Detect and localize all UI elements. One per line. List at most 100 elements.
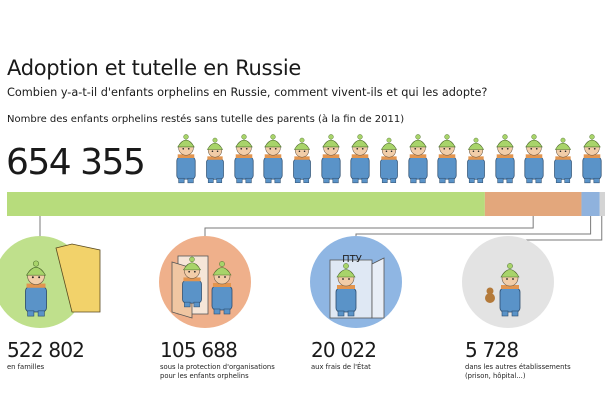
leg <box>526 177 533 184</box>
eye <box>224 276 226 278</box>
leg <box>439 177 446 184</box>
eye <box>361 147 364 150</box>
eye <box>31 276 34 279</box>
eye <box>559 150 562 153</box>
eye <box>269 147 272 150</box>
eye <box>506 147 509 150</box>
leg <box>213 308 221 315</box>
pompom <box>212 137 218 143</box>
hat <box>583 139 601 148</box>
hat <box>182 262 202 271</box>
pompom <box>357 134 363 140</box>
coat <box>211 285 233 311</box>
leg <box>216 178 223 183</box>
hat <box>496 139 514 148</box>
hat <box>409 139 427 148</box>
leg <box>477 178 484 183</box>
coat <box>495 156 515 180</box>
orphanage-illustration <box>171 255 233 319</box>
hat <box>293 142 311 150</box>
hat <box>322 139 340 148</box>
hat <box>206 142 224 150</box>
eye <box>419 147 422 150</box>
leg <box>361 177 368 184</box>
parent-shape <box>55 243 101 313</box>
pompom <box>33 260 39 267</box>
child-icon <box>211 261 233 315</box>
scarf <box>183 277 201 282</box>
pompom <box>531 134 537 140</box>
scarf <box>207 156 223 160</box>
leg <box>381 178 388 183</box>
child-icon <box>408 134 428 184</box>
door-panel <box>371 257 385 319</box>
caption-line: sous la protection d'organisations <box>160 363 275 371</box>
scarf <box>468 156 484 160</box>
child-icon <box>25 260 47 317</box>
eye <box>448 147 451 150</box>
coat <box>467 158 485 180</box>
child-icon <box>293 137 311 183</box>
hat <box>467 142 485 150</box>
child-icon <box>206 137 224 183</box>
scarf <box>525 154 543 158</box>
total-count: 654 355 <box>6 142 146 183</box>
coat <box>408 156 428 180</box>
eye <box>530 147 533 150</box>
caption-line: aux frais de l'État <box>311 363 371 371</box>
leg <box>274 177 281 184</box>
child-icon <box>182 256 202 308</box>
hat <box>264 139 282 148</box>
leg <box>223 308 231 315</box>
child-icon <box>321 134 341 184</box>
teddy-bear <box>485 293 495 303</box>
leg <box>236 177 243 184</box>
leg <box>178 177 185 184</box>
hat <box>500 269 520 278</box>
leader-line <box>355 216 592 248</box>
teddy-head <box>486 287 494 295</box>
state-illustration: ПТУ <box>329 254 385 319</box>
eye <box>187 147 190 150</box>
coat <box>234 156 254 180</box>
leg <box>193 301 200 308</box>
eye <box>385 150 388 153</box>
scarf <box>337 285 355 289</box>
leg <box>332 177 339 184</box>
leg <box>448 177 455 184</box>
leg <box>187 177 194 184</box>
pompom <box>183 134 189 140</box>
child-icon <box>350 134 370 184</box>
children-row <box>176 134 602 184</box>
value-label-families: 522 802 <box>7 338 85 362</box>
pompom <box>219 261 225 267</box>
coat <box>321 156 341 180</box>
door-sign: ПТУ <box>342 254 362 265</box>
leg <box>337 310 345 317</box>
leg <box>584 177 591 184</box>
scarf <box>496 154 514 158</box>
child-icon <box>176 134 196 184</box>
child-icon <box>495 134 515 184</box>
scarf <box>264 154 282 158</box>
child-icon <box>554 137 572 183</box>
child-icon <box>335 263 357 317</box>
child-icon <box>467 137 485 183</box>
page-title: Adoption et tutelle en Russie <box>7 56 301 80</box>
coat <box>263 156 283 180</box>
pompom <box>560 137 566 143</box>
value-label-organisations: 105 688 <box>160 338 238 362</box>
eye <box>327 147 330 150</box>
child-icon <box>234 134 254 184</box>
eye <box>216 150 219 153</box>
scarf <box>26 283 46 288</box>
pompom <box>415 134 421 140</box>
eye <box>477 150 480 153</box>
eye <box>414 147 417 150</box>
pompom <box>507 263 513 269</box>
eye <box>38 276 41 279</box>
scarf <box>294 156 310 160</box>
caption-other: dans les autres établissements (prison, … <box>465 363 571 381</box>
coat <box>176 156 196 180</box>
